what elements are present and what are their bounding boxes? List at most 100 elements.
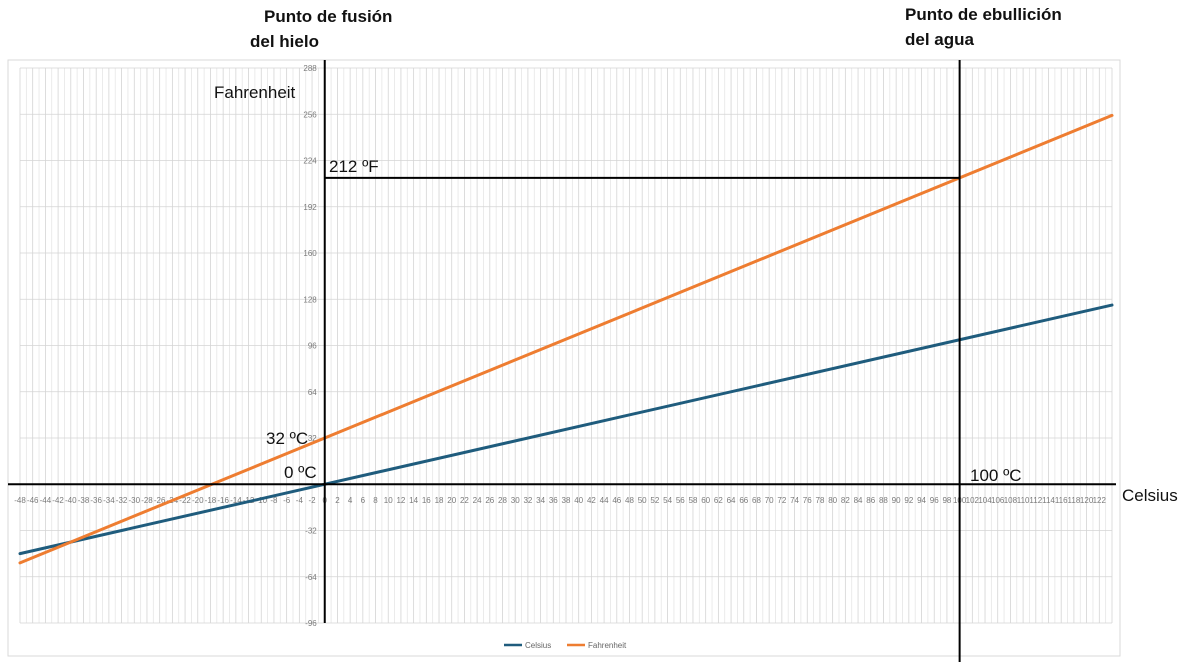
x-tick-label: 92	[904, 496, 913, 505]
x-tick-label: 28	[498, 496, 507, 505]
x-tick-label: -42	[52, 496, 64, 505]
x-tick-label: 6	[361, 496, 366, 505]
x-tick-label: 52	[650, 496, 659, 505]
x-tick-label: 40	[574, 496, 583, 505]
x-tick-label: 106	[991, 496, 1005, 505]
x-tick-label: 94	[917, 496, 926, 505]
y-tick-label: 32	[308, 434, 317, 443]
x-tick-label: 76	[803, 496, 812, 505]
x-tick-label: 120	[1080, 496, 1094, 505]
series-line-celsius	[18, 303, 1114, 556]
x-tick-label: -36	[90, 496, 102, 505]
x-tick-label: 64	[727, 496, 736, 505]
x-tick-label: 62	[714, 496, 723, 505]
annotation-100c: 100 ºC	[970, 466, 1022, 485]
x-tick-label: 20	[447, 496, 456, 505]
x-tick-label: 46	[612, 496, 621, 505]
y-tick-label: 96	[308, 342, 317, 351]
x-tick-label: 44	[600, 496, 609, 505]
y-tick-label: -96	[305, 619, 317, 628]
x-tick-label: -30	[128, 496, 140, 505]
x-tick-label: 16	[422, 496, 431, 505]
x-tick-label: -10	[255, 496, 267, 505]
melting-point-title-line2: del hielo	[250, 32, 319, 51]
x-tick-label: 68	[752, 496, 761, 505]
x-tick-label: 98	[942, 496, 951, 505]
x-tick-label: 2	[335, 496, 340, 505]
legend-label-fahrenheit: Fahrenheit	[588, 641, 627, 650]
x-tick-label: 8	[373, 496, 378, 505]
series-lines	[18, 113, 1114, 565]
x-tick-label: 42	[587, 496, 596, 505]
x-tick-label: -26	[154, 496, 166, 505]
x-tick-label: 18	[435, 496, 444, 505]
x-tick-label: -38	[78, 496, 90, 505]
x-tick-label: 36	[549, 496, 558, 505]
x-tick-label: 104	[978, 496, 992, 505]
x-tick-label: -20	[192, 496, 204, 505]
legend: Celsius Fahrenheit	[504, 641, 627, 650]
x-tick-label: -14	[230, 496, 242, 505]
x-tick-label: 14	[409, 496, 418, 505]
x-tick-label: 10	[384, 496, 393, 505]
y-tick-label: -32	[305, 527, 317, 536]
x-tick-label: -44	[40, 496, 52, 505]
y-tick-label: 192	[303, 203, 317, 212]
x-tick-label: -48	[14, 496, 26, 505]
x-tick-label: 48	[625, 496, 634, 505]
x-tick-label: 70	[765, 496, 774, 505]
reference-lines	[8, 60, 1116, 662]
boiling-point-title-line1: Punto de ebullición	[905, 5, 1062, 24]
plot-frame	[7, 59, 1121, 657]
x-tick-label: 86	[866, 496, 875, 505]
x-tick-label: 80	[828, 496, 837, 505]
x-tick-label: -16	[217, 496, 229, 505]
x-tick-label: 122	[1093, 496, 1107, 505]
x-tick-label: 58	[689, 496, 698, 505]
x-tick-label: 74	[790, 496, 799, 505]
x-tick-label: 4	[348, 496, 353, 505]
x-tick-label: 34	[536, 496, 545, 505]
x-tick-label: 60	[701, 496, 710, 505]
series-line-fahrenheit	[18, 113, 1114, 565]
x-tick-label: 30	[511, 496, 520, 505]
y-tick-label: 160	[303, 249, 317, 258]
x-tick-label: -46	[27, 496, 39, 505]
x-tick-label: 112	[1029, 496, 1042, 505]
annotation-212f: 212 ºF	[329, 157, 379, 176]
x-tick-label: 108	[1004, 496, 1018, 505]
y-tick-label: 288	[303, 64, 317, 73]
x-tick-label: 24	[473, 496, 482, 505]
x-tick-label: -4	[296, 496, 304, 505]
x-tick-label: 54	[663, 496, 672, 505]
x-tick-label: 116	[1055, 496, 1068, 505]
y-tick-label: -64	[305, 573, 317, 582]
melting-point-title-line1: Punto de fusión	[264, 7, 392, 26]
x-tick-label: 96	[930, 496, 939, 505]
x-tick-label: 56	[676, 496, 685, 505]
x-tick-label: -8	[270, 496, 278, 505]
x-tick-label: 110	[1017, 496, 1030, 505]
x-tick-label: 22	[460, 496, 469, 505]
x-tick-label: 66	[739, 496, 748, 505]
annotation-0c: 0 ºC	[284, 463, 317, 482]
boiling-point-title-line2: del agua	[905, 30, 975, 49]
grid	[19, 67, 1113, 624]
x-tick-label: 114	[1042, 496, 1055, 505]
x-tick-label: 50	[638, 496, 647, 505]
x-tick-label: 72	[777, 496, 786, 505]
x-tick-label: -40	[65, 496, 77, 505]
x-tick-label: -32	[116, 496, 128, 505]
x-tick-label: -34	[103, 496, 115, 505]
x-tick-label: 32	[523, 496, 532, 505]
x-tick-label: 82	[841, 496, 850, 505]
x-tick-label: 102	[966, 496, 980, 505]
y-tick-labels: -96 -64 -32 32 64 96 128 160 192 224 256 288	[303, 64, 317, 628]
x-tick-label: 38	[562, 496, 571, 505]
y-axis-label: Fahrenheit	[214, 83, 296, 102]
x-tick-label: -2	[308, 496, 316, 505]
x-tick-label: 88	[879, 496, 888, 505]
annotation-32c: 32 ºC	[266, 429, 308, 448]
x-tick-label: -22	[179, 496, 191, 505]
y-tick-label: 224	[303, 157, 317, 166]
